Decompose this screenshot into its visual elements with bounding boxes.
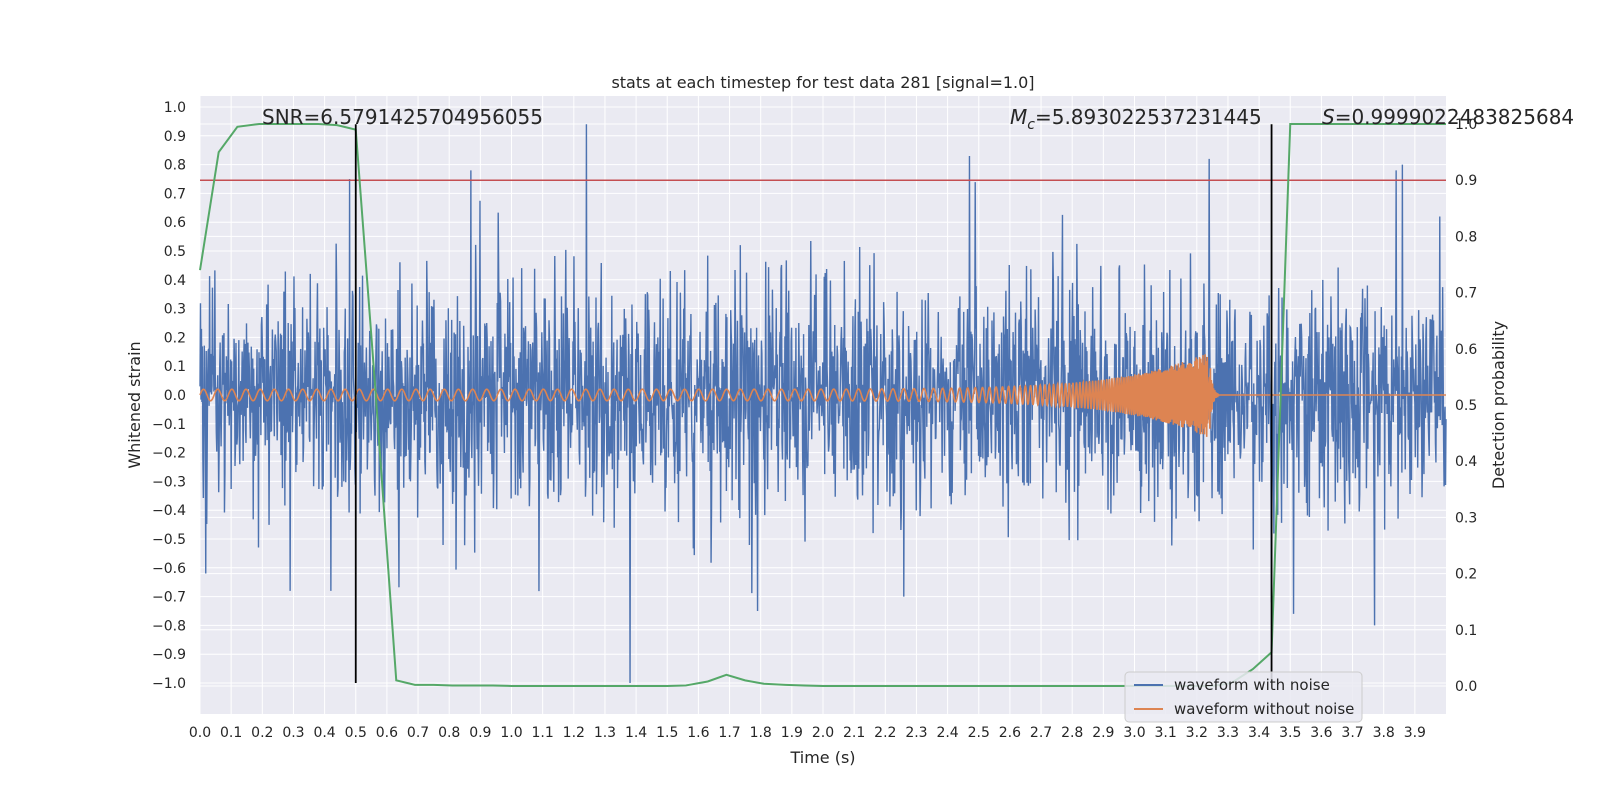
x-tick-label: 2.6 <box>999 725 1021 741</box>
y2-tick-label: 0.5 <box>1455 398 1477 414</box>
x-tick-label: 2.3 <box>905 725 927 741</box>
y-tick-label: 1.0 <box>164 100 186 116</box>
right-axis-ticks: 1.0 0.9 0.8 0.7 0.6 0.5 0.4 0.3 0.2 0.1 0.0 <box>1455 117 1477 695</box>
x-tick-label: 2.2 <box>874 725 896 741</box>
x-tick-label: 0.9 <box>469 725 491 741</box>
legend-label-with-noise: waveform with noise <box>1174 676 1330 694</box>
chirp-mass-subscript: c <box>1027 117 1035 133</box>
x-tick-label: 3.5 <box>1279 725 1301 741</box>
x-tick-label: 3.6 <box>1310 725 1332 741</box>
x-tick-label: 1.7 <box>718 725 740 741</box>
y2-tick-label: 0.7 <box>1455 286 1477 302</box>
y-tick-label: 0.5 <box>164 244 186 260</box>
x-tick-label: 2.5 <box>968 725 990 741</box>
y2-tick-label: 0.1 <box>1455 623 1477 639</box>
score-annotation: S=0.9999022483825684 <box>1322 105 1574 129</box>
x-tick-label: 2.8 <box>1061 725 1083 741</box>
x-tick-label: 1.8 <box>750 725 772 741</box>
y-tick-label: 0.0 <box>164 388 186 404</box>
x-tick-label: 1.0 <box>500 725 522 741</box>
y-tick-label: 0.3 <box>164 302 186 318</box>
y2-tick-label: 0.0 <box>1455 679 1477 695</box>
x-tick-label: 1.9 <box>781 725 803 741</box>
y-tick-label: −0.8 <box>152 618 186 634</box>
x-tick-label: 3.2 <box>1186 725 1208 741</box>
y-tick-label: −0.4 <box>152 503 186 519</box>
y2-axis-label: Detection probability <box>1489 321 1508 489</box>
x-tick-label: 3.3 <box>1217 725 1239 741</box>
legend: waveform with noise waveform without noi… <box>1124 671 1363 723</box>
y2-tick-label: 1.0 <box>1455 117 1477 133</box>
y2-tick-label: 0.4 <box>1455 454 1477 470</box>
x-tick-label: 2.1 <box>843 725 865 741</box>
score-symbol: S <box>1322 105 1335 129</box>
y-tick-label: 0.1 <box>164 359 186 375</box>
x-tick-label: 3.4 <box>1248 725 1270 741</box>
x-tick-label: 0.2 <box>251 725 273 741</box>
y-tick-label: 0.7 <box>164 186 186 202</box>
y-tick-label: −0.9 <box>152 647 186 663</box>
x-tick-label: 3.7 <box>1341 725 1363 741</box>
y-tick-label: −0.1 <box>152 417 186 433</box>
x-tick-label: 0.0 <box>189 725 211 741</box>
x-tick-label: 3.8 <box>1373 725 1395 741</box>
y-tick-label: 0.2 <box>164 330 186 346</box>
y-tick-label: 0.4 <box>164 273 186 289</box>
y-tick-label: −0.7 <box>152 590 186 606</box>
x-tick-label: 0.7 <box>407 725 429 741</box>
y2-tick-label: 0.6 <box>1455 342 1477 358</box>
x-tick-label: 1.1 <box>532 725 554 741</box>
x-tick-label: 2.0 <box>812 725 834 741</box>
chirp-mass-symbol: M <box>1010 105 1027 129</box>
y2-tick-label: 0.9 <box>1455 173 1477 189</box>
x-tick-label: 0.4 <box>313 725 335 741</box>
x-tick-label: 0.3 <box>282 725 304 741</box>
x-tick-label: 0.8 <box>438 725 460 741</box>
x-tick-label: 0.5 <box>345 725 367 741</box>
snr-annotation: SNR=6.5791425704956055 <box>262 105 543 129</box>
x-tick-label: 1.3 <box>594 725 616 741</box>
x-axis-label: Time (s) <box>789 748 855 767</box>
y-tick-label: 0.6 <box>164 215 186 231</box>
x-tick-label: 3.0 <box>1123 725 1145 741</box>
y-tick-label: −0.3 <box>152 474 186 490</box>
x-axis-ticks: 0.0 0.1 0.2 0.3 0.4 0.5 0.6 0.7 0.8 0.9 1.0 1.1 1.2 1… <box>189 725 1426 741</box>
x-tick-label: 1.4 <box>625 725 647 741</box>
score-value: =0.9999022483825684 <box>1335 105 1574 129</box>
y-tick-label: 0.9 <box>164 129 186 145</box>
x-tick-label: 2.7 <box>1030 725 1052 741</box>
y-tick-label: −0.6 <box>152 561 186 577</box>
legend-label-without-noise: waveform without noise <box>1174 700 1354 718</box>
chart-title: stats at each timestep for test data 281… <box>611 73 1034 92</box>
x-tick-label: 3.1 <box>1155 725 1177 741</box>
x-tick-label: 2.9 <box>1092 725 1114 741</box>
series-waveform-with-noise <box>199 124 1447 684</box>
series-waveform-without-noise <box>199 354 1446 437</box>
y-axis-label: Whitened strain <box>125 341 144 468</box>
legend-box <box>1124 671 1363 723</box>
x-tick-label: 3.9 <box>1404 725 1426 741</box>
left-axis-ticks: 1.0 0.9 0.8 0.7 0.6 0.5 0.4 0.3 0.2 0.1 0.0 −0.1 −0.… <box>152 100 186 692</box>
x-tick-label: 1.2 <box>563 725 585 741</box>
y2-tick-label: 0.8 <box>1455 229 1477 245</box>
y-tick-label: 0.8 <box>164 158 186 174</box>
y2-tick-label: 0.3 <box>1455 510 1477 526</box>
chirp-mass-annotation: Mc=5.893022537231445 <box>1010 105 1262 133</box>
x-tick-label: 2.4 <box>936 725 958 741</box>
y-tick-label: −0.5 <box>152 532 186 548</box>
y-tick-label: −0.2 <box>152 446 186 462</box>
y2-tick-label: 0.2 <box>1455 567 1477 583</box>
x-tick-label: 1.6 <box>687 725 709 741</box>
y-tick-label: −1.0 <box>152 676 186 692</box>
x-tick-label: 0.1 <box>220 725 242 741</box>
x-tick-label: 1.5 <box>656 725 678 741</box>
x-tick-label: 0.6 <box>376 725 398 741</box>
chirp-mass-value: =5.893022537231445 <box>1035 105 1262 129</box>
